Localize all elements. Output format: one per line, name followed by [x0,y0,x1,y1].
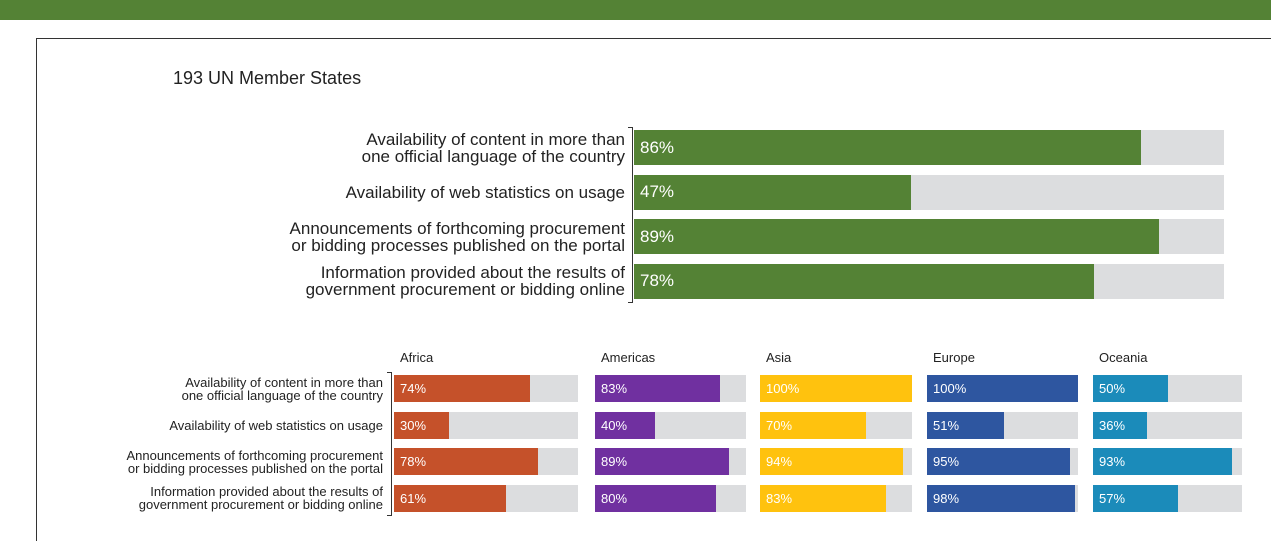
value-label: 100% [766,381,800,396]
axis-tick-bottom [628,301,633,303]
chart-title: 193 UN Member States [173,68,362,88]
axis-tick-top [628,127,633,128]
category-label: Availability of web statistics on usage [345,182,625,202]
category-label: Availability of web statistics on usage [169,417,383,433]
bar [760,448,903,475]
value-label: 80% [601,490,628,506]
bar [595,411,656,439]
bar [927,484,1075,512]
value-label: 83% [766,490,793,506]
panel-title: Oceania [1099,350,1148,365]
panel-title: Americas [601,350,656,365]
value-label: 95% [933,454,960,469]
frame [36,38,1271,541]
value-label: 74% [400,381,427,396]
bar [634,174,912,210]
category-label: Announcements of forthcoming procurement… [126,447,383,476]
value-label: 83% [601,381,628,396]
bar [634,219,1160,254]
value-label: 86% [640,137,675,157]
value-label: 89% [640,226,675,246]
axis-tick-bottom [387,514,392,516]
axis-tick-top [387,372,392,373]
bar [595,448,730,475]
panel-title: Africa [400,350,434,365]
category-label: Availability of content in more than one… [361,129,625,166]
axis-line [632,127,633,302]
value-label: 94% [766,454,793,469]
category-label: Availability of content in more than one… [181,374,383,403]
bar [634,130,1142,165]
bar [1093,375,1168,402]
value-label: 70% [766,417,793,433]
value-label: 61% [400,490,427,506]
bar [394,484,507,512]
value-label: 78% [400,454,427,469]
value-label: 100% [933,381,967,396]
panel-title: Asia [766,350,792,365]
axis-line [391,372,392,515]
value-label: 93% [1099,454,1126,469]
bar [927,411,1004,439]
bar [760,484,887,512]
value-label: 30% [400,417,427,433]
bar [1093,411,1147,439]
bar [927,375,1078,402]
value-label: 89% [601,454,628,469]
bar [760,411,867,439]
category-label: Information provided about the results o… [305,263,625,299]
bar [1093,484,1178,512]
bar [1093,448,1232,475]
header-band [0,0,1271,20]
panel-title: Europe [933,350,975,365]
value-label: 40% [601,417,628,433]
bar [394,375,531,402]
value-label: 36% [1099,417,1126,433]
bar [760,375,912,402]
category-label: Announcements of forthcoming procurement… [289,218,625,255]
value-label: 78% [640,271,675,290]
bar [927,448,1071,475]
value-label: 51% [933,417,960,433]
value-label: 50% [1099,381,1126,396]
bar [394,411,450,439]
bar [634,263,1095,299]
bar [394,448,538,475]
bar [595,375,721,402]
category-label: Information provided about the results o… [138,484,383,512]
bar [595,484,716,512]
value-label: 98% [933,490,960,506]
value-label: 57% [1099,490,1126,506]
value-label: 47% [640,182,675,201]
